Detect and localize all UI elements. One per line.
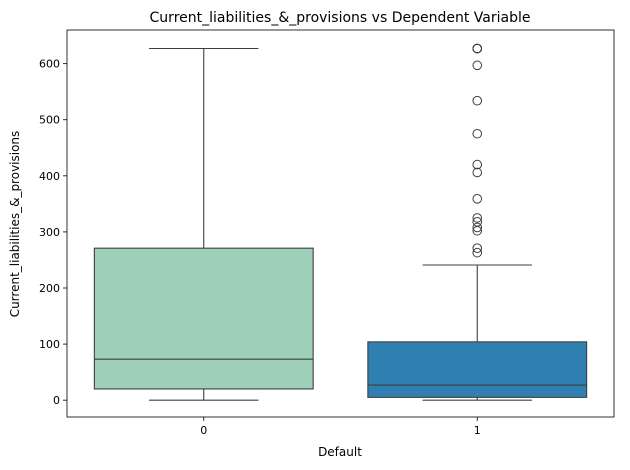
y-tick-label: 0 xyxy=(53,394,60,407)
outlier-point xyxy=(472,243,483,253)
outlier-point xyxy=(472,222,483,233)
outlier-point xyxy=(472,43,483,54)
outlier-point xyxy=(472,225,483,236)
outlier-point xyxy=(472,213,483,223)
outlier-point xyxy=(472,247,483,258)
x-tick-label: 0 xyxy=(200,424,207,437)
outlier-point xyxy=(472,95,483,106)
y-axis: 0 100 200 300 400 500 600 xyxy=(39,58,67,407)
boxes-layer xyxy=(93,43,588,401)
outlier-point xyxy=(472,60,483,71)
outlier-point xyxy=(472,167,483,178)
x-axis-label: Default xyxy=(318,445,362,459)
outlier-point xyxy=(472,128,483,139)
y-tick-label: 200 xyxy=(39,282,60,295)
y-tick-label: 400 xyxy=(39,170,60,183)
x-tick-label: 1 xyxy=(474,424,481,437)
chart-title: Current_liabilities_&_provisions vs Depe… xyxy=(150,10,531,26)
outlier-point xyxy=(472,194,483,204)
iqr-box xyxy=(367,341,588,398)
y-tick-label: 100 xyxy=(39,338,60,351)
y-tick-label: 600 xyxy=(39,58,60,71)
y-axis-label: Current_liabilities_&_provisions xyxy=(8,131,22,318)
outlier-point xyxy=(472,159,483,170)
plot-frame xyxy=(66,29,615,418)
y-tick-label: 300 xyxy=(39,226,60,239)
iqr-box xyxy=(93,247,314,390)
y-tick-label: 500 xyxy=(39,114,60,127)
